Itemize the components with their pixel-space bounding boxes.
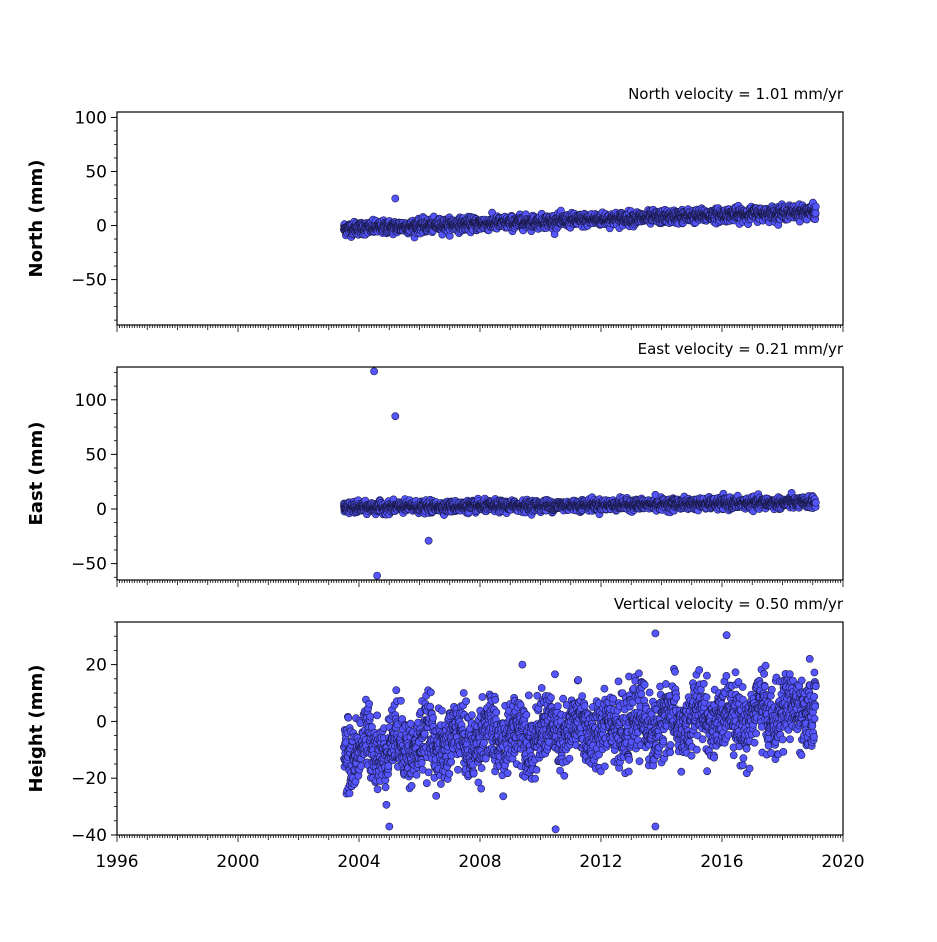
- east-points: [340, 368, 819, 579]
- north-y-tick-label: 50: [85, 162, 107, 182]
- north-points: [340, 195, 819, 241]
- north-y-axis-label: North (mm): [26, 160, 47, 278]
- north-y-tick-label: −50: [71, 271, 107, 291]
- north-velocity-title: North velocity = 1.01 mm/yr: [628, 85, 844, 103]
- north-point: [812, 203, 819, 210]
- north-y-ticks: 100 50 0 −50: [71, 108, 117, 320]
- north-y-tick-label: 100: [75, 108, 107, 128]
- north-y-tick-label: 0: [96, 217, 107, 237]
- north-outlier-point: [392, 195, 399, 202]
- panel-north: 100 50 0 −50 North (mm) North velocity = 1.01…: [26, 85, 844, 332]
- north-x-ticks: [117, 325, 843, 332]
